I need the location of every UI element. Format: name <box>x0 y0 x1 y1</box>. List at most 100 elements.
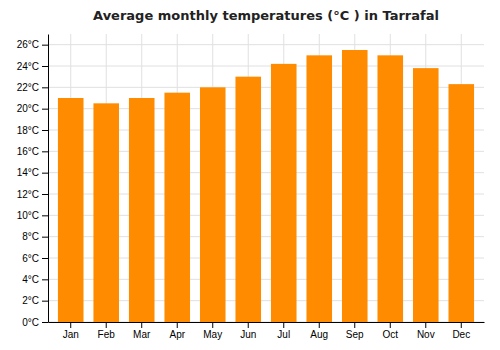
tick-mark <box>354 322 355 328</box>
bar <box>377 55 403 322</box>
tick: Jan <box>63 322 79 340</box>
axis-line <box>49 322 485 323</box>
tick-mark <box>177 322 178 328</box>
bar <box>58 98 84 322</box>
tick-label: Nov <box>417 329 435 340</box>
tick-mark <box>461 322 462 328</box>
tick: 2°C <box>22 295 48 306</box>
tick: Sep <box>346 322 364 340</box>
tick: 18°C <box>17 125 48 136</box>
tick-mark <box>42 66 48 67</box>
tick-label: Jan <box>63 329 79 340</box>
tick-mark <box>42 237 48 238</box>
bar <box>93 103 119 322</box>
bar <box>164 93 190 322</box>
tick-label: 2°C <box>22 295 39 306</box>
tick: Apr <box>169 322 185 340</box>
tick: Feb <box>98 322 116 340</box>
tick: 14°C <box>17 167 48 178</box>
tick: Mar <box>133 322 151 340</box>
tick-label: 4°C <box>22 274 39 285</box>
tick-mark <box>70 322 71 328</box>
bar <box>342 50 368 322</box>
tick: 0°C <box>22 317 48 328</box>
tick-label: 20°C <box>17 103 39 114</box>
tick: Jun <box>240 322 256 340</box>
bar <box>448 84 474 322</box>
tick-mark <box>212 322 213 328</box>
tick: Aug <box>310 322 328 340</box>
tick-label: 8°C <box>22 231 39 242</box>
tick: 22°C <box>17 82 48 93</box>
tick-mark <box>42 173 48 174</box>
plot: Jan Feb Mar Apr May Jun Jul Aug Sep Oct Nov Dec 0°C 2… <box>17 34 485 340</box>
tick: 4°C <box>22 274 48 285</box>
tick-label: Aug <box>310 329 328 340</box>
tick: 24°C <box>17 61 48 72</box>
tick-mark <box>42 301 48 302</box>
grid <box>48 34 484 322</box>
tick-label: 26°C <box>17 39 39 50</box>
tick: May <box>203 322 222 340</box>
bar <box>129 98 155 322</box>
bars <box>58 50 474 322</box>
tick-label: Sep <box>346 329 364 340</box>
tick-label: May <box>203 329 222 340</box>
grid-line <box>48 44 484 45</box>
y-axis: 0°C 2°C 4°C 6°C 8°C 10°C 12°C 14°C 16°C 18°C 20°C 2… <box>17 35 49 328</box>
chart: Jan Feb Mar Apr May Jun Jul Aug Sep Oct Nov Dec 0°C 2… <box>0 0 500 350</box>
tick-mark <box>42 279 48 280</box>
tick-label: 16°C <box>17 146 39 157</box>
tick-label: Dec <box>452 329 470 340</box>
tick-label: 0°C <box>22 317 39 328</box>
tick: Oct <box>382 322 398 340</box>
tick-label: Jun <box>240 329 256 340</box>
tick-mark <box>42 258 48 259</box>
tick-mark <box>283 322 284 328</box>
tick-mark <box>42 322 48 323</box>
tick-label: Apr <box>169 329 185 340</box>
bar <box>413 68 439 322</box>
tick: 6°C <box>22 253 48 264</box>
grid-line <box>48 66 484 67</box>
tick-label: 6°C <box>22 253 39 264</box>
tick: 20°C <box>17 103 48 114</box>
tick-mark <box>42 45 48 46</box>
tick: 26°C <box>17 39 48 50</box>
tick-mark <box>42 194 48 195</box>
tick-mark <box>42 151 48 152</box>
tick-mark <box>106 322 107 328</box>
tick: Dec <box>452 322 470 340</box>
tick-mark <box>141 322 142 328</box>
tick-mark <box>390 322 391 328</box>
tick-label: 22°C <box>17 82 39 93</box>
bar <box>200 87 226 322</box>
tick-label: Mar <box>133 329 151 340</box>
tick: 16°C <box>17 146 48 157</box>
tick-label: 14°C <box>17 167 39 178</box>
x-axis: Jan Feb Mar Apr May Jun Jul Aug Sep Oct Nov Dec <box>49 322 485 340</box>
bar <box>271 64 297 322</box>
axis-line <box>48 35 49 323</box>
tick: Jul <box>277 322 290 340</box>
tick-mark <box>425 322 426 328</box>
tick-label: Jul <box>277 329 290 340</box>
tick-label: 18°C <box>17 125 39 136</box>
tick-mark <box>42 215 48 216</box>
tick: Nov <box>417 322 435 340</box>
tick: 8°C <box>22 231 48 242</box>
tick-mark <box>319 322 320 328</box>
bar <box>235 77 261 322</box>
tick-label: 24°C <box>17 61 39 72</box>
tick-label: 12°C <box>17 189 39 200</box>
tick-label: Feb <box>98 329 116 340</box>
tick: 12°C <box>17 189 48 200</box>
tick-label: Oct <box>382 329 398 340</box>
tick-mark <box>248 322 249 328</box>
tick-mark <box>42 130 48 131</box>
tick-mark <box>42 87 48 88</box>
tick: 10°C <box>17 210 48 221</box>
bar <box>306 55 332 322</box>
title: Average monthly temperatures (°C ) in Ta… <box>93 8 439 23</box>
tick-mark <box>42 109 48 110</box>
